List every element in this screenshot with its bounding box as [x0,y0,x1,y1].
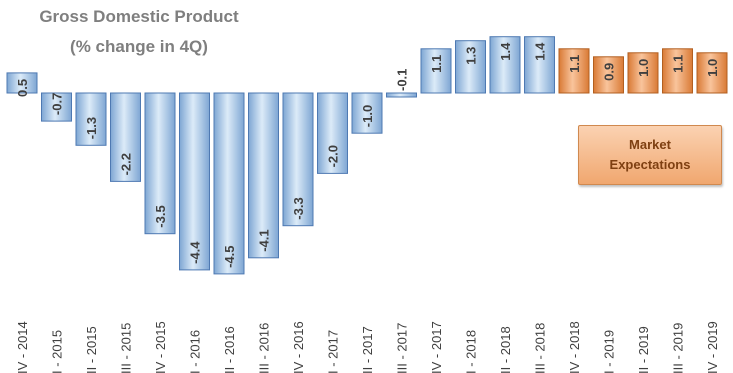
category-label: IV - 2018 [567,321,582,373]
value-label: 0.5 [15,79,30,97]
category-label: IV - 2019 [705,321,720,373]
bar-iv-2018 [558,48,590,94]
bar-iv-2019 [696,52,728,94]
category-label: II - 2015 [84,326,99,373]
category-label: II - 2016 [222,326,237,373]
category-label: II - 2018 [498,326,513,373]
bar-iii-2017 [386,92,417,98]
value-label: 1.0 [636,59,651,77]
bar-i-2016 [179,92,210,271]
value-label: -1.3 [84,117,99,139]
value-label: -4.4 [188,241,203,264]
callout-line2: Expectations [609,157,691,172]
bar-ii-2016 [213,92,245,275]
market-expectations-callout: Market Expectations [578,125,722,185]
value-label: 1.1 [567,55,582,73]
bar-iv-2016 [282,92,314,227]
value-label: -3.5 [153,205,168,227]
value-label: -0.1 [395,69,410,91]
value-label: 0.9 [602,63,617,81]
callout-line1: Market [629,137,671,152]
value-label: -2.0 [326,145,341,167]
value-label: -4.1 [257,229,272,251]
value-label: -3.3 [291,197,306,219]
bar-iv-2017 [420,48,452,94]
bar-ii-2019 [627,52,659,94]
bar-iii-2016 [248,92,279,259]
bar-i-2018 [455,40,486,94]
category-label: I - 2017 [326,330,341,373]
category-label: IV - 2015 [153,321,168,373]
bar-iv-2014 [6,72,38,94]
value-label: -4.5 [222,245,237,267]
category-label: I - 2016 [188,330,203,373]
value-label: 1.0 [705,59,720,77]
value-label: 1.1 [671,55,686,73]
bar-ii-2018 [489,36,521,94]
category-label: IV - 2014 [15,321,30,373]
bar-ii-2015 [75,92,107,146]
chart-subtitle: (% change in 4Q) [70,37,208,56]
value-label: 1.4 [498,42,513,61]
bar-i-2019 [593,56,624,94]
category-label: III - 2015 [119,323,134,373]
value-label: -1.0 [360,105,375,127]
bar-i-2017 [317,92,348,174]
category-label: I - 2019 [602,330,617,373]
category-label: III - 2016 [257,323,272,373]
category-label: I - 2018 [464,330,479,373]
chart-title: Gross Domestic Product [39,7,239,26]
bar-ii-2017 [351,92,383,134]
value-label: -2.2 [119,153,134,175]
category-label: IV - 2016 [291,321,306,373]
category-label: III - 2019 [671,323,686,373]
category-label: III - 2017 [395,323,410,373]
category-label: II - 2019 [636,326,651,373]
bar-i-2015 [41,92,72,122]
category-label: IV - 2017 [429,321,444,373]
category-label: III - 2018 [533,323,548,373]
bar-iv-2015 [144,92,176,235]
bar-iii-2015 [110,92,141,182]
value-label: 1.3 [464,47,479,65]
category-label: I - 2015 [50,330,65,373]
bar-iii-2018 [524,36,555,94]
category-label: II - 2017 [360,326,375,373]
value-label: 1.1 [429,55,444,73]
value-label: 1.4 [533,42,548,61]
value-label: -0.7 [50,93,65,115]
bar-iii-2019 [662,48,693,94]
